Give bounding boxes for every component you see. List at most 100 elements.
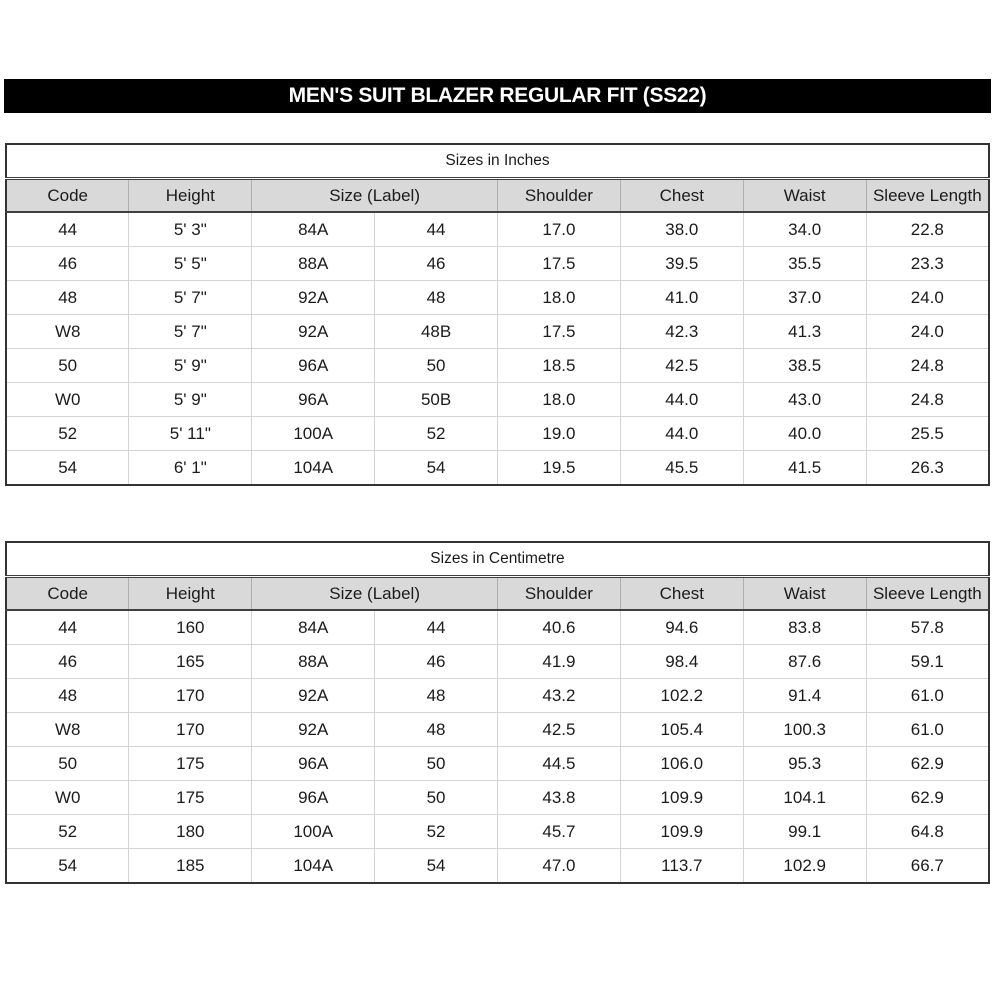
header-row: Code Height Size (Label) Shoulder Chest Waist… xyxy=(5,178,990,213)
column-header: Height xyxy=(128,178,253,213)
table-cell: 99.1 xyxy=(742,814,867,849)
column-header: Waist xyxy=(742,178,867,213)
table-cell: 54 xyxy=(374,848,498,884)
title-bar: MEN'S SUIT BLAZER REGULAR FIT (SS22) xyxy=(4,79,991,113)
table-cell: 41.3 xyxy=(742,314,867,349)
table-cell: 96A xyxy=(251,780,376,815)
table-cell: 94.6 xyxy=(619,609,744,645)
table-cell: 50 xyxy=(5,746,130,781)
table-cell: 24.0 xyxy=(865,280,990,315)
table-cell: 106.0 xyxy=(619,746,744,781)
table-cell: 37.0 xyxy=(742,280,867,315)
title-text: MEN'S SUIT BLAZER REGULAR FIT (SS22) xyxy=(288,84,707,107)
column-header: Chest xyxy=(619,178,744,213)
table-cell: 38.0 xyxy=(619,211,744,247)
table-cell: 160 xyxy=(128,609,253,645)
table-cell: 50 xyxy=(5,348,130,383)
table-cell: 175 xyxy=(128,780,253,815)
table-cell: 44 xyxy=(374,609,498,645)
table-cell: 102.9 xyxy=(742,848,867,884)
column-header: Shoulder xyxy=(497,178,621,213)
table-cell: 22.8 xyxy=(865,211,990,247)
table-cell: 42.5 xyxy=(497,712,621,747)
table-cell: 109.9 xyxy=(619,814,744,849)
table-cell: 6' 1" xyxy=(128,450,253,486)
size-table-inches: Sizes in Inches Code Height Size (Label) Sho… xyxy=(5,143,990,486)
column-header: Shoulder xyxy=(497,576,621,611)
table-cell: 19.0 xyxy=(497,416,621,451)
table-cell: 45.7 xyxy=(497,814,621,849)
table-cell: 42.3 xyxy=(619,314,744,349)
table-row: W8 170 92A 48 42.5 105.4 100.3 61.0 xyxy=(5,712,990,747)
table-cell: 24.0 xyxy=(865,314,990,349)
table-row: 50 5' 9" 96A 50 18.5 42.5 38.5 24.8 xyxy=(5,348,990,383)
table-cell: 104.1 xyxy=(742,780,867,815)
table-cell: 48 xyxy=(5,280,130,315)
table-cell: 104A xyxy=(251,450,376,486)
table-cell: 41.9 xyxy=(497,644,621,679)
table-cell: 46 xyxy=(5,246,130,281)
table-cell: 46 xyxy=(5,644,130,679)
table-row: 54 185 104A 54 47.0 113.7 102.9 66.7 xyxy=(5,848,990,884)
table-row: 52 180 100A 52 45.7 109.9 99.1 64.8 xyxy=(5,814,990,849)
table-cell: 113.7 xyxy=(619,848,744,884)
table-cell: 45.5 xyxy=(619,450,744,486)
table-cell: 52 xyxy=(5,814,130,849)
table-cell: 64.8 xyxy=(865,814,990,849)
table-cell: 102.2 xyxy=(619,678,744,713)
table-cell: 62.9 xyxy=(865,746,990,781)
table-row: 48 170 92A 48 43.2 102.2 91.4 61.0 xyxy=(5,678,990,713)
table-cell: 48 xyxy=(374,712,498,747)
table-cell: 100.3 xyxy=(742,712,867,747)
size-table: Sizes in Centimetre Code Height Size (Label… xyxy=(5,541,990,884)
table-cell: 92A xyxy=(251,678,376,713)
table-cell: 41.5 xyxy=(742,450,867,486)
table-cell: 43.8 xyxy=(497,780,621,815)
column-header: Code xyxy=(5,178,130,213)
table-cell: 91.4 xyxy=(742,678,867,713)
table-caption: Sizes in Centimetre xyxy=(6,542,989,578)
table-row: 48 5' 7" 92A 48 18.0 41.0 37.0 24.0 xyxy=(5,280,990,315)
table-cell: 26.3 xyxy=(865,450,990,486)
table-cell: 104A xyxy=(251,848,376,884)
table-cell: 41.0 xyxy=(619,280,744,315)
table-cell: 100A xyxy=(251,416,376,451)
caption-row: Sizes in Inches xyxy=(6,144,989,180)
table-cell: 98.4 xyxy=(619,644,744,679)
table-cell: 185 xyxy=(128,848,253,884)
table-row: 52 5' 11" 100A 52 19.0 44.0 40.0 25.5 xyxy=(5,416,990,451)
table-cell: 5' 7" xyxy=(128,314,253,349)
table-cell: 43.0 xyxy=(742,382,867,417)
table-cell: 57.8 xyxy=(865,609,990,645)
size-table-centimetre: Sizes in Centimetre Code Height Size (Label… xyxy=(5,541,990,884)
table-cell: 48B xyxy=(374,314,498,349)
table-cell: 170 xyxy=(128,678,253,713)
table-cell: 19.5 xyxy=(497,450,621,486)
column-header: Chest xyxy=(619,576,744,611)
table-cell: 25.5 xyxy=(865,416,990,451)
table-cell: 48 xyxy=(374,280,498,315)
table-cell: 50 xyxy=(374,348,498,383)
table-row: 46 5' 5" 88A 46 17.5 39.5 35.5 23.3 xyxy=(5,246,990,281)
table-cell: 5' 7" xyxy=(128,280,253,315)
table-cell: W0 xyxy=(5,382,130,417)
table-cell: 96A xyxy=(251,746,376,781)
table-cell: 17.5 xyxy=(497,246,621,281)
table-cell: 40.6 xyxy=(497,609,621,645)
table-cell: 50B xyxy=(374,382,498,417)
table-cell: 38.5 xyxy=(742,348,867,383)
table-cell: 48 xyxy=(374,678,498,713)
table-cell: 165 xyxy=(128,644,253,679)
table-cell: 24.8 xyxy=(865,382,990,417)
table-cell: 40.0 xyxy=(742,416,867,451)
table-row: 44 160 84A 44 40.6 94.6 83.8 57.8 xyxy=(5,609,990,645)
table-cell: 42.5 xyxy=(619,348,744,383)
table-cell: 18.5 xyxy=(497,348,621,383)
table-cell: 62.9 xyxy=(865,780,990,815)
table-cell: 170 xyxy=(128,712,253,747)
table-caption: Sizes in Inches xyxy=(6,144,989,180)
table-cell: 87.6 xyxy=(742,644,867,679)
table-cell: 46 xyxy=(374,644,498,679)
table-cell: 35.5 xyxy=(742,246,867,281)
table-row: W0 5' 9" 96A 50B 18.0 44.0 43.0 24.8 xyxy=(5,382,990,417)
